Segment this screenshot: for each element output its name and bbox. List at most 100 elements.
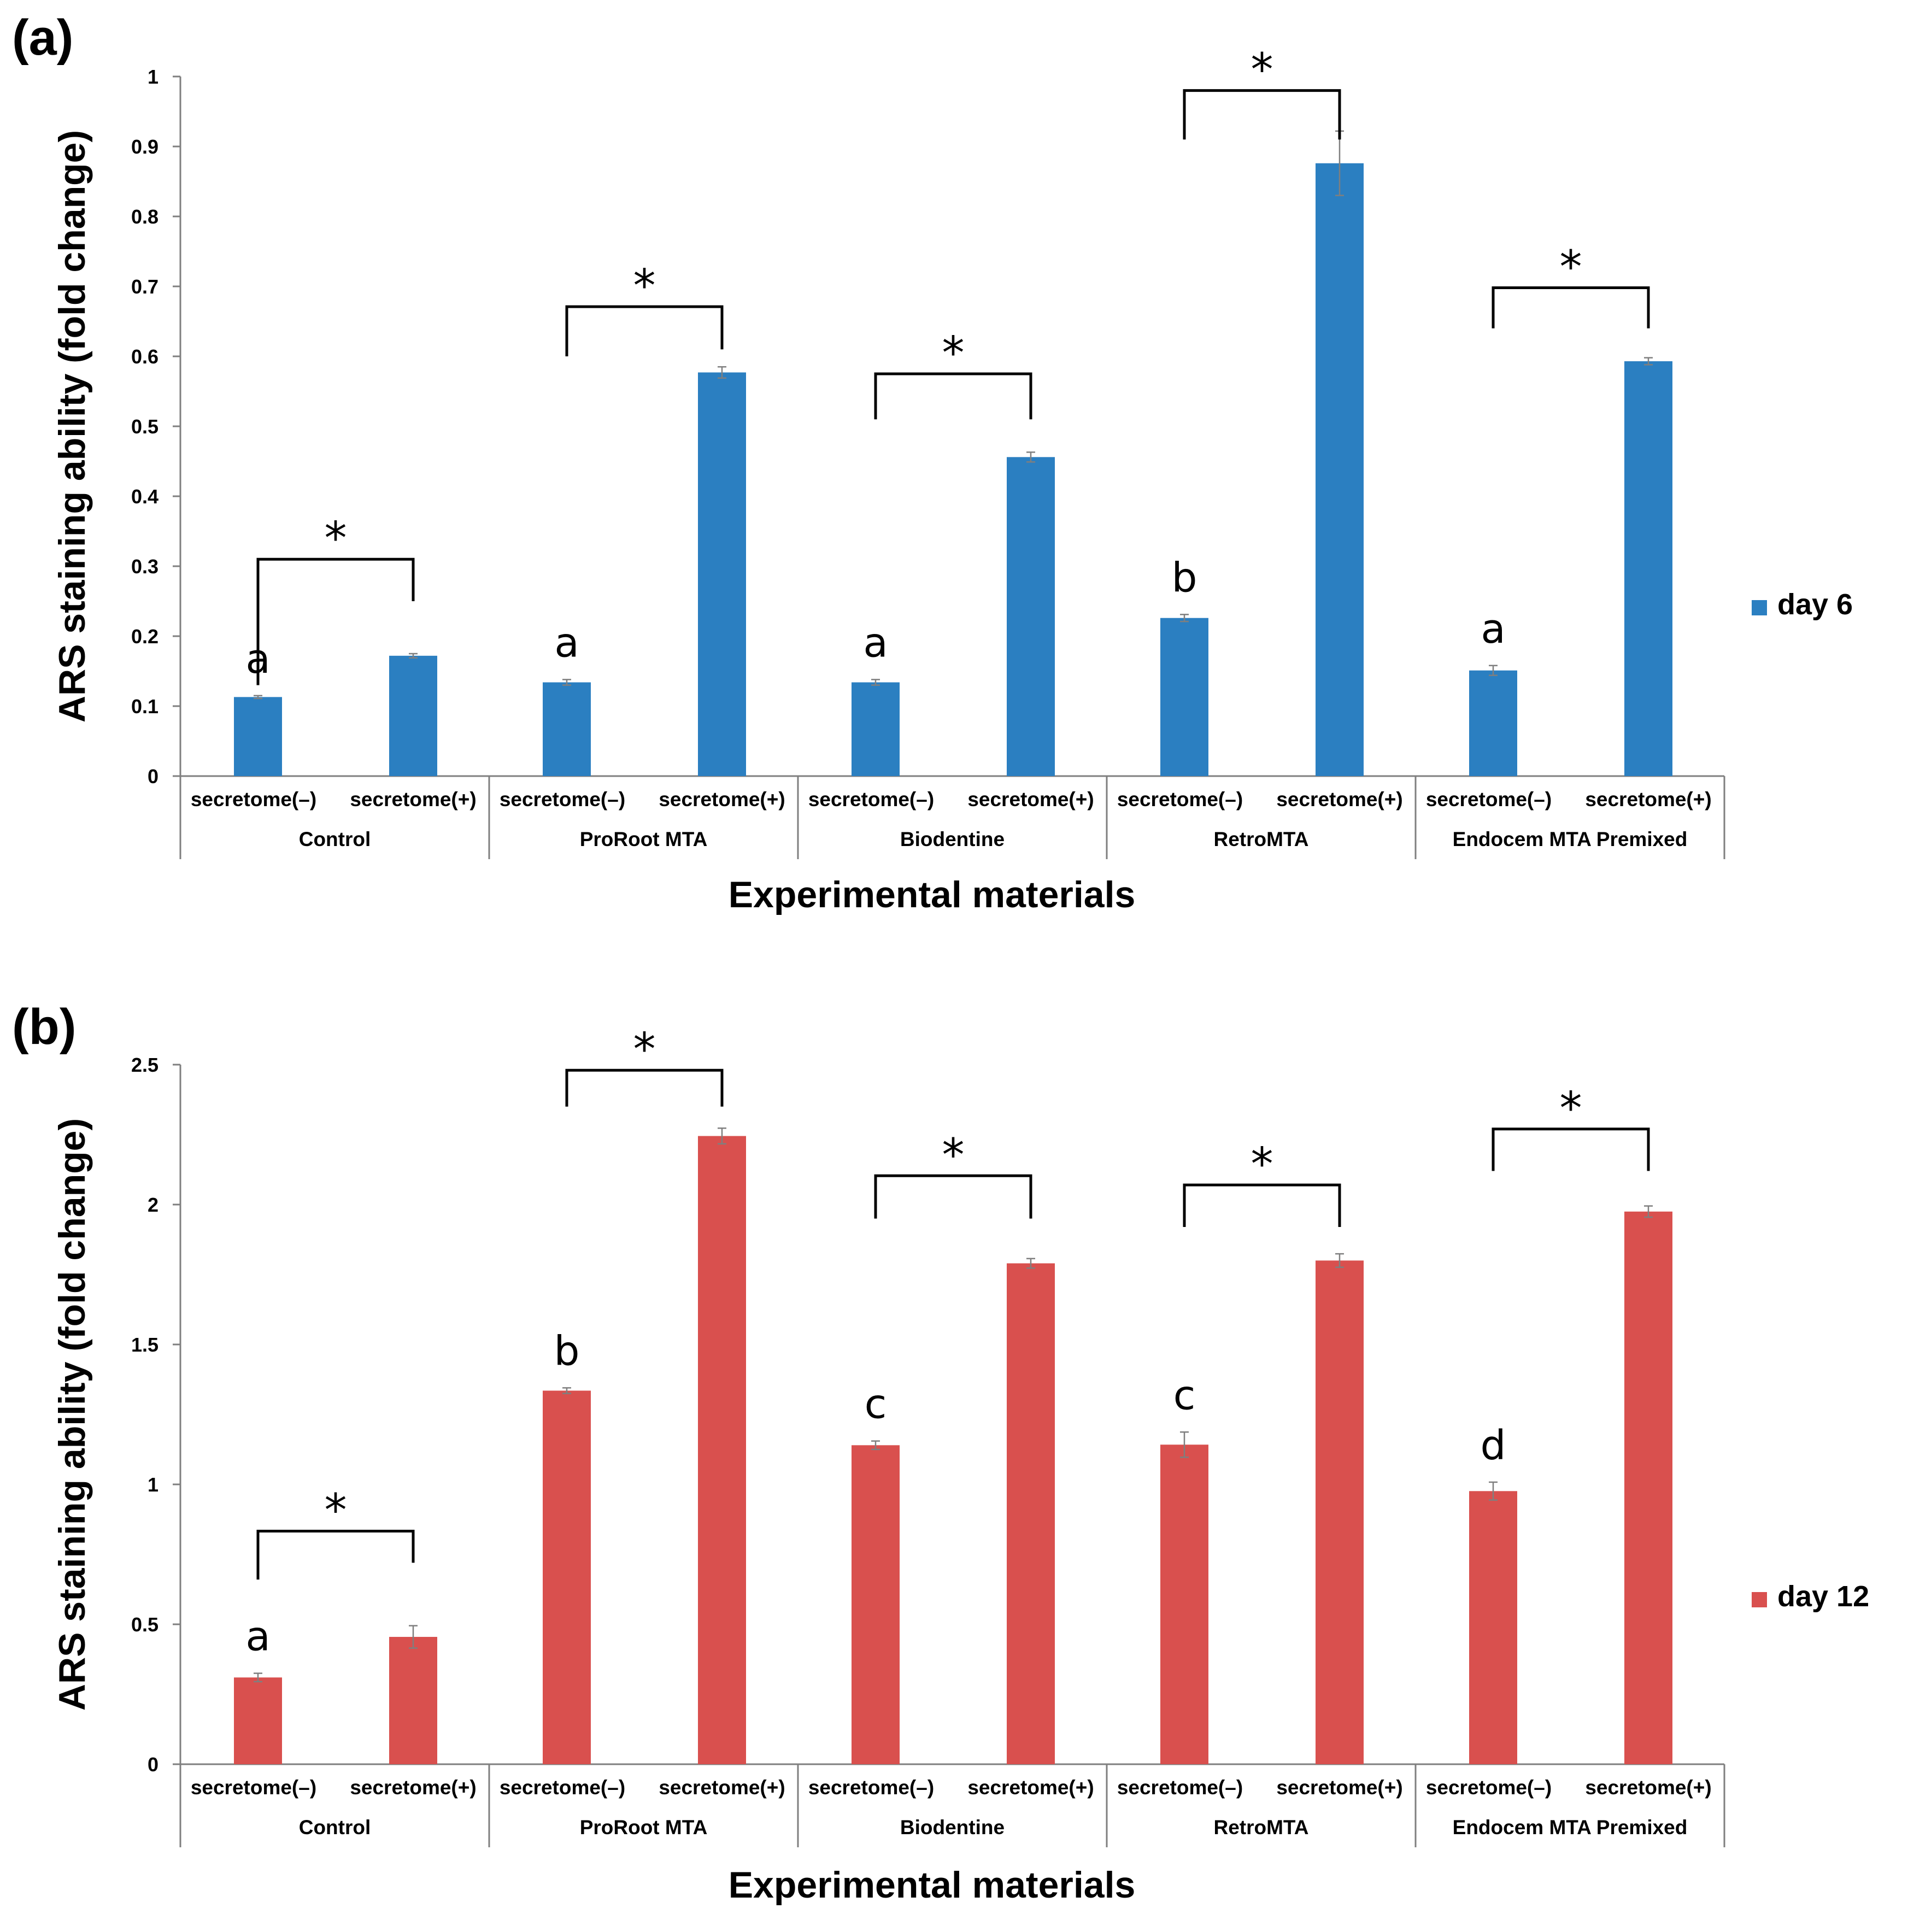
x-tick-label: secretome(–) <box>808 788 934 811</box>
x-tick-label: secretome(+) <box>1276 788 1402 811</box>
bar <box>1007 1263 1055 1764</box>
bar <box>698 1136 746 1764</box>
y-tick-label: 1 <box>148 66 158 88</box>
y-tick-label: 0 <box>148 1753 158 1776</box>
significance-bracket <box>256 557 415 685</box>
group-label: ProRoot MTA <box>580 828 708 850</box>
group-label: Endocem MTA Premixed <box>1453 1816 1688 1839</box>
significance-bracket <box>565 1068 724 1107</box>
y-tick-label: 1 <box>148 1473 158 1496</box>
significance-bracket <box>1183 1183 1341 1227</box>
y-tick-label: 2.5 <box>131 1054 158 1076</box>
significance-letter: a <box>554 619 579 666</box>
y-axis-title: ARS staining ability (fold change) <box>51 130 93 723</box>
group-label: RetroMTA <box>1213 828 1308 850</box>
significance-letter: a <box>863 619 888 666</box>
significance-star: * <box>325 513 347 565</box>
bar <box>1469 670 1517 776</box>
bar <box>1469 1491 1517 1764</box>
group-label: RetroMTA <box>1213 1816 1308 1839</box>
group-label: Control <box>299 1816 371 1839</box>
x-tick-label: secretome(–) <box>191 788 316 811</box>
significance-bracket <box>1183 89 1341 140</box>
significance-bracket <box>1492 1128 1650 1171</box>
significance-letter: a <box>1481 606 1505 653</box>
x-tick-label: secretome(+) <box>967 788 1094 811</box>
group-label: Control <box>299 828 371 850</box>
x-axis-title: Experimental materials <box>729 1864 1136 1906</box>
legend-label: day 6 <box>1777 588 1853 621</box>
x-tick-label: secretome(–) <box>1117 1776 1243 1799</box>
significance-star: * <box>633 1024 656 1076</box>
bar <box>1316 1260 1364 1764</box>
significance-letter: a <box>245 1613 270 1660</box>
significance-bracket <box>565 305 724 356</box>
significance-letter: c <box>1173 1372 1196 1419</box>
group-label: Biodentine <box>900 828 1005 850</box>
bar <box>234 1677 282 1764</box>
x-tick-label: secretome(+) <box>659 1776 785 1799</box>
y-tick-label: 0.6 <box>131 345 158 368</box>
significance-star: * <box>1560 242 1582 293</box>
bar <box>1160 618 1208 776</box>
y-tick-label: 0.5 <box>131 1613 158 1636</box>
bar <box>389 655 437 776</box>
bar <box>543 682 591 776</box>
y-tick-label: 0.2 <box>131 625 158 648</box>
y-tick-label: 2 <box>148 1194 158 1216</box>
bar <box>389 1637 437 1764</box>
significance-letter: c <box>865 1381 887 1428</box>
significance-star: * <box>325 1485 347 1537</box>
significance-letter: b <box>554 1328 580 1375</box>
x-tick-label: secretome(–) <box>500 1776 625 1799</box>
y-tick-label: 0.8 <box>131 205 158 228</box>
legend-swatch <box>1752 600 1767 615</box>
y-tick-label: 1.5 <box>131 1334 158 1356</box>
group-label: ProRoot MTA <box>580 1816 708 1839</box>
significance-star: * <box>942 1129 965 1181</box>
significance-star: * <box>942 327 965 379</box>
x-tick-label: secretome(+) <box>1585 1776 1711 1799</box>
y-tick-label: 0.3 <box>131 555 158 578</box>
x-tick-label: secretome(–) <box>808 1776 934 1799</box>
significance-star: * <box>1251 44 1273 96</box>
x-tick-label: secretome(+) <box>350 1776 476 1799</box>
group-label: Biodentine <box>900 1816 1005 1839</box>
bar <box>543 1390 591 1764</box>
y-tick-label: 0.9 <box>131 136 158 158</box>
panel-b: (b) 0 0.5 1 1.5 2 2.5 Control secretome(–) a secre… <box>12 999 1869 1906</box>
bar <box>1160 1444 1208 1764</box>
y-axis-title: ARS staining ability (fold change) <box>51 1118 93 1711</box>
bar <box>1624 1211 1672 1764</box>
y-tick-label: 0 <box>148 765 158 788</box>
significance-bracket <box>874 372 1032 420</box>
significance-star: * <box>1251 1138 1273 1190</box>
x-tick-label: secretome(–) <box>1117 788 1243 811</box>
significance-star: * <box>633 260 656 312</box>
y-tick-label: 0.5 <box>131 415 158 438</box>
panel-label: (b) <box>12 999 76 1055</box>
legend-label: day 12 <box>1777 1580 1869 1613</box>
panel-a: (a) 0 0.1 0.2 0.3 0.4 0.5 0.6 0.7 0.8 0.9 1 Control s… <box>12 10 1853 915</box>
x-tick-label: secretome(–) <box>1426 1776 1552 1799</box>
bar <box>1007 457 1055 776</box>
bar <box>698 372 746 776</box>
significance-star: * <box>1560 1083 1582 1135</box>
x-tick-label: secretome(–) <box>1426 788 1552 811</box>
x-tick-label: secretome(+) <box>1585 788 1711 811</box>
x-axis-title: Experimental materials <box>729 874 1136 915</box>
bar <box>852 682 900 776</box>
significance-letter: b <box>1172 554 1197 601</box>
significance-bracket <box>1492 286 1650 328</box>
bar <box>1624 361 1672 776</box>
x-tick-label: secretome(+) <box>659 788 785 811</box>
group-label: Endocem MTA Premixed <box>1453 828 1688 850</box>
bar <box>234 697 282 776</box>
significance-bracket <box>874 1174 1032 1219</box>
y-tick-label: 0.4 <box>131 485 158 508</box>
x-tick-label: secretome(+) <box>967 1776 1094 1799</box>
x-tick-label: secretome(+) <box>1276 1776 1402 1799</box>
panel-label: (a) <box>12 10 73 66</box>
x-tick-label: secretome(–) <box>500 788 625 811</box>
